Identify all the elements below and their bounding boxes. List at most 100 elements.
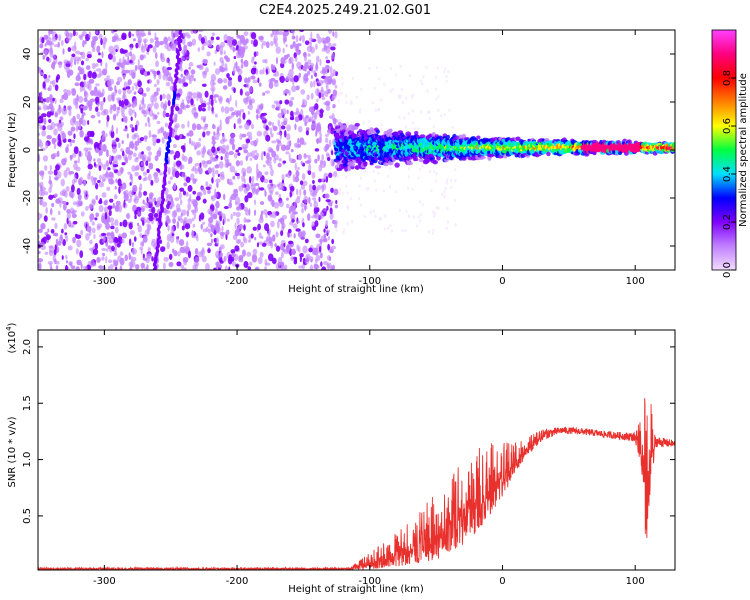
- spectrogram-cell: [87, 163, 93, 170]
- spectrogram-cell: [38, 66, 42, 74]
- spectrogram-cell: [258, 35, 264, 41]
- spectrogram-cell: [115, 81, 121, 86]
- spectrogram-cell: [235, 99, 238, 108]
- spectrogram-cell: [241, 183, 245, 189]
- spectrogram-cell: [263, 151, 266, 157]
- spectrogram-cell: [228, 150, 234, 156]
- spectrogram-cell: [88, 170, 91, 177]
- spectrogram-cell: [301, 173, 306, 181]
- spectrogram-cell: [67, 47, 72, 52]
- spectrogram-cell: [238, 52, 242, 59]
- spectrogram-cell: [47, 96, 52, 102]
- spectrogram-cell: [215, 237, 220, 245]
- spectrogram-cell: [259, 187, 265, 191]
- spectrogram-cell: [209, 94, 214, 100]
- spectrogram-cell: [75, 31, 79, 36]
- spectrogram-cell: [431, 210, 435, 214]
- spectrogram-cell: [268, 78, 273, 84]
- spectrogram-cell: [146, 223, 151, 228]
- spectrogram-cell: [295, 35, 299, 43]
- spectrogram-cell: [280, 144, 287, 152]
- spectrogram-cell: [315, 43, 318, 50]
- spectrogram-carrier-cell: [354, 165, 360, 170]
- spectrogram-cell: [335, 199, 338, 205]
- spectrogram-cell: [241, 133, 247, 138]
- spectrogram-cell: [180, 73, 184, 78]
- spectrogram-cell: [246, 166, 252, 174]
- spectrogram-cell: [303, 189, 306, 196]
- spectrogram-cell: [162, 66, 165, 74]
- spectrogram-cell: [318, 128, 322, 134]
- spectrogram-cell: [180, 145, 185, 150]
- spectrogram-cell: [215, 113, 218, 118]
- spectrogram-cell: [310, 31, 313, 40]
- spectrogram-cell: [71, 139, 76, 144]
- spectrogram-cell: [183, 44, 188, 53]
- spectrogram-cell: [58, 60, 63, 69]
- spectrogram-cell: [314, 158, 318, 164]
- spectrogram-cell: [326, 255, 331, 261]
- spectrogram-cell: [133, 98, 137, 106]
- spectrogram-cell: [178, 238, 185, 246]
- spectrogram-cell: [77, 194, 82, 201]
- spectrogram-cell: [72, 191, 75, 198]
- spectrogram-cell: [152, 135, 158, 144]
- spectrogram-cell: [205, 186, 211, 191]
- spectrogram-cell: [53, 249, 57, 256]
- spectrogram-cell: [159, 239, 163, 244]
- spectrogram-cell: [186, 209, 189, 217]
- spectrogram-cell: [316, 207, 320, 213]
- spectrogram-cell: [141, 151, 144, 155]
- spectrogram-cell: [427, 110, 430, 114]
- spectrogram-cell: [101, 256, 105, 261]
- spectrogram-cell: [252, 226, 257, 231]
- spectrogram-cell: [269, 213, 273, 218]
- spectrogram-cell: [272, 73, 277, 77]
- spectrogram-cell: [116, 170, 122, 177]
- spectrogram-cell: [287, 231, 293, 238]
- spectrogram-cell: [311, 197, 317, 201]
- spectrogram-cell: [101, 130, 106, 136]
- spectrogram-cell: [38, 120, 43, 124]
- spectrogram-cell: [391, 87, 394, 91]
- spectrogram-cell: [325, 137, 329, 144]
- spectrogram-cell: [193, 211, 197, 220]
- spectrogram-cell: [309, 37, 314, 41]
- spectrogram-cell: [246, 131, 253, 137]
- spectrogram-cell: [148, 30, 151, 34]
- spectrogram-cell: [109, 217, 115, 223]
- spectrogram-cell: [65, 30, 69, 38]
- spectrogram-cell: [39, 241, 46, 247]
- spectrogram-carrier-cell: [418, 158, 424, 163]
- spectrogram-cell: [211, 140, 217, 145]
- spectrogram-cell: [63, 190, 68, 198]
- spectrogram-cell: [271, 140, 277, 144]
- spectrogram-cell: [280, 186, 285, 191]
- spectrogram-cell: [121, 140, 124, 145]
- spectrogram-cell: [70, 126, 76, 132]
- spectrogram-cell: [289, 57, 292, 62]
- spectrogram-cell: [428, 116, 432, 121]
- spectrogram-cell: [310, 46, 315, 54]
- spectrogram-cell: [120, 100, 125, 109]
- spectrogram-cell: [228, 98, 231, 105]
- spectrogram-cell: [169, 176, 173, 180]
- spectrogram-cell: [125, 61, 130, 66]
- spectrogram-cell: [310, 74, 313, 80]
- spectrogram-cell: [132, 256, 137, 262]
- spectrogram-cell: [220, 155, 223, 161]
- spectrogram-cell: [280, 251, 284, 259]
- spectrogram-cell: [303, 153, 307, 158]
- spectrogram-carrier-cell: [414, 130, 419, 135]
- spectrogram-cell: [65, 146, 69, 154]
- spectrogram-cell: [407, 175, 411, 179]
- spectrogram-cell: [91, 47, 96, 53]
- spectrogram-cell: [190, 140, 194, 147]
- spectrogram-cell: [107, 205, 113, 210]
- spectrogram-cell: [308, 256, 314, 262]
- spectrogram-cell: [334, 31, 338, 39]
- spectrogram-cell: [108, 209, 112, 217]
- spectrogram-cell: [250, 67, 257, 75]
- spectrogram-cell: [111, 124, 114, 133]
- spectrogram-cell: [226, 35, 232, 44]
